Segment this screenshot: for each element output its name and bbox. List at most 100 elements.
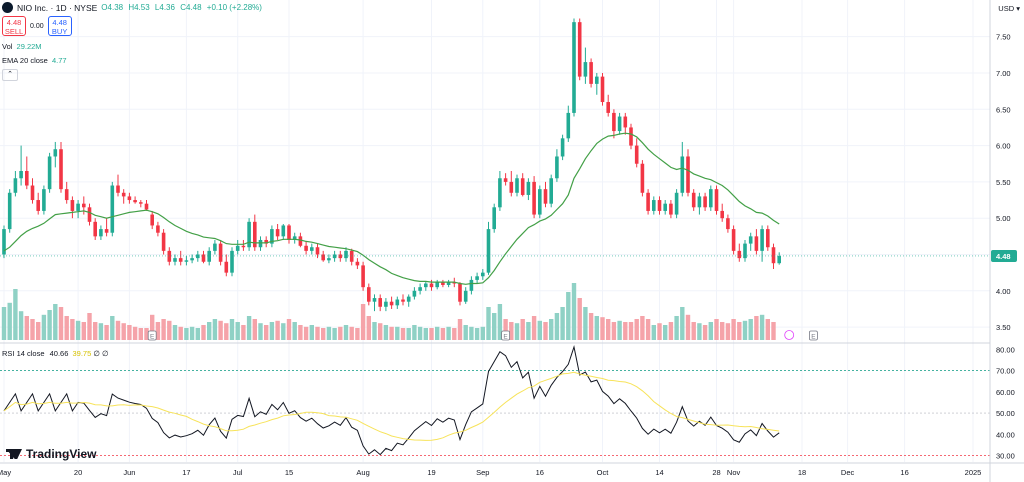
volume-bar (41, 314, 47, 340)
volume-bar (224, 323, 229, 340)
candle-body (515, 178, 519, 193)
volume-bar (748, 319, 753, 340)
candle-body (606, 102, 610, 113)
price-tick-label: 6.50 (996, 105, 1011, 114)
volume-bar (765, 319, 770, 340)
candle-body (760, 229, 764, 251)
candle-body (406, 296, 411, 302)
ema-line (3, 132, 780, 285)
ema-legend[interactable]: EMA 20 close 4.77 (2, 56, 67, 65)
volume-bar (480, 326, 485, 340)
volume-bar (611, 322, 617, 340)
volume-bar (286, 319, 292, 340)
candle-body (36, 200, 40, 211)
earnings-icon-glyph: E (150, 333, 155, 340)
candle-body (731, 229, 736, 251)
earnings-icon-glyph: E (811, 333, 816, 340)
volume-bar (674, 316, 679, 340)
sell-button[interactable]: 4.48 SELL (2, 16, 26, 36)
volume-bar (315, 326, 320, 340)
volume-bar (178, 326, 183, 340)
candle-body (298, 236, 303, 246)
candle-body (47, 156, 52, 190)
candle-series (2, 18, 781, 312)
chevron-up-icon: ⌃ (7, 71, 13, 78)
volume-bar (395, 326, 400, 340)
candle-body (304, 245, 308, 251)
candle-body (213, 243, 217, 251)
candle-body (697, 196, 702, 208)
candle-body (344, 250, 348, 259)
candle-body (258, 239, 263, 248)
volume-bar (492, 313, 497, 340)
volume-bar (600, 317, 605, 340)
volume-bar (155, 322, 161, 340)
rsi-legend[interactable]: RSI 14 close 40.66 39.75 ∅ ∅ (2, 349, 109, 358)
time-tick-label: 14 (655, 468, 663, 477)
time-tick-label: 18 (798, 468, 806, 477)
candle-body (640, 163, 645, 193)
candle-body (30, 185, 35, 201)
rsi-tick-label: 80.00 (996, 345, 1015, 354)
candle-body (766, 229, 770, 248)
candle-body (378, 298, 382, 307)
candle-body (401, 299, 405, 302)
price-tick-label: 4.00 (996, 287, 1011, 296)
candle-body (748, 236, 753, 244)
buy-label: BUY (51, 27, 68, 36)
earnings-icon (809, 330, 818, 341)
candle-body (469, 279, 474, 291)
volume-bar (503, 319, 508, 340)
volume-bar (7, 302, 12, 340)
candle-body (355, 261, 360, 266)
time-axis: May 20 Jun 17 Jul 15 Aug 19 Sep 16 Oct 14 28 Nov 18 Dec… (0, 468, 981, 477)
volume-bar (645, 319, 651, 340)
candle-body (441, 282, 445, 285)
candle-body (253, 221, 257, 248)
volume-series (1, 283, 776, 340)
volume-bar (469, 326, 474, 340)
candle-body (509, 181, 514, 193)
candle-body (646, 192, 650, 211)
candle-body (207, 250, 211, 262)
volume-bar (531, 316, 537, 340)
candle-body (617, 116, 622, 132)
volume-bar (98, 323, 104, 340)
buy-button[interactable]: 4.48 BUY (47, 16, 72, 36)
candle-body (771, 247, 776, 264)
volume-legend[interactable]: Vol 29.22M (2, 42, 42, 51)
candle-body (498, 178, 502, 208)
candle-body (2, 229, 6, 255)
rsi-tick-label: 30.00 (996, 452, 1015, 461)
candle-body (173, 258, 177, 262)
price-tick-label: 5.50 (996, 178, 1011, 187)
earnings-icon-glyph: E (503, 333, 508, 340)
volume-bar (321, 328, 326, 340)
symbol-title[interactable]: NIO Inc. · 1D · NYSE (17, 2, 98, 13)
candle-body (372, 298, 377, 302)
high-value: H4.53 (128, 2, 150, 12)
currency-selector[interactable]: USD ▾ (998, 4, 1020, 13)
lightning-icon (784, 330, 795, 340)
collapse-legend-button[interactable]: ⌃ (2, 69, 18, 81)
candle-body (555, 156, 559, 179)
volume-bar (435, 326, 440, 340)
candle-body (287, 225, 291, 240)
volume-bar (75, 320, 81, 340)
candle-body (281, 225, 286, 237)
volume-bar (463, 325, 468, 340)
volume-bar (184, 328, 189, 340)
volume-bar (651, 325, 656, 340)
close-value: C4.48 (180, 2, 202, 12)
low-value: L4.36 (154, 2, 175, 12)
candle-body (458, 283, 462, 302)
time-tick-label: 28 (712, 468, 720, 477)
tradingview-logo[interactable]: TradingView (6, 447, 96, 461)
candle-body (367, 287, 371, 302)
volume-bar (663, 325, 668, 340)
volume-bar (161, 319, 166, 340)
candle-body (110, 185, 115, 233)
candle-body (691, 192, 696, 208)
time-tick-label: 16 (536, 468, 544, 477)
